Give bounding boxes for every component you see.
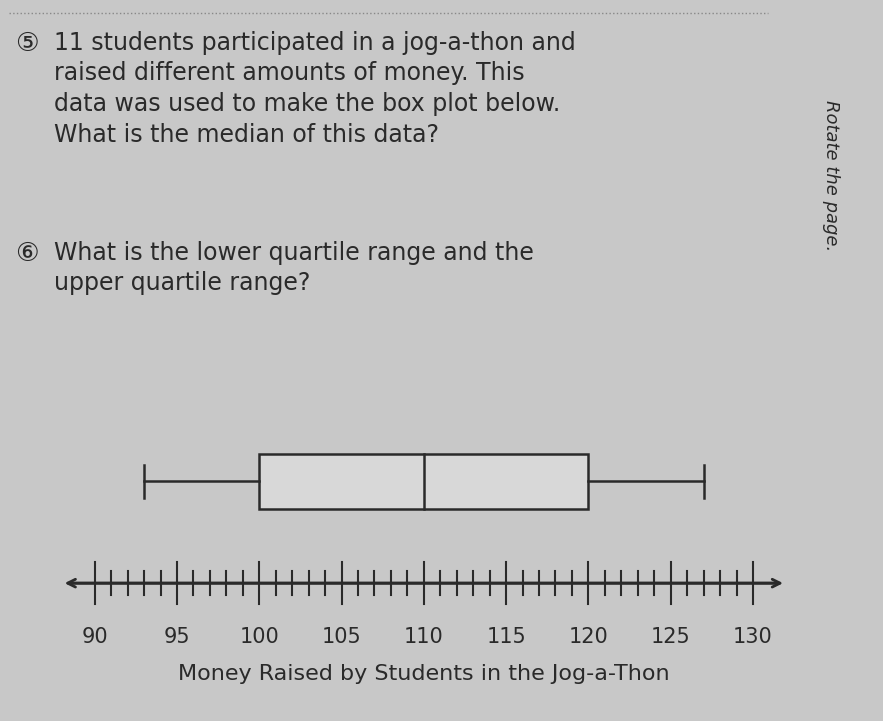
Text: 125: 125 xyxy=(651,627,691,647)
Text: 11 students participated in a jog-a-thon and
raised different amounts of money. : 11 students participated in a jog-a-thon… xyxy=(54,30,576,146)
Text: 100: 100 xyxy=(239,627,279,647)
Text: 110: 110 xyxy=(404,627,444,647)
Text: 90: 90 xyxy=(81,627,108,647)
Text: Rotate the page.: Rotate the page. xyxy=(822,100,841,252)
Text: 115: 115 xyxy=(487,627,526,647)
FancyBboxPatch shape xyxy=(260,454,588,509)
Text: 95: 95 xyxy=(163,627,191,647)
Text: ⑤: ⑤ xyxy=(15,30,39,56)
Text: 120: 120 xyxy=(569,627,608,647)
Text: What is the lower quartile range and the
upper quartile range?: What is the lower quartile range and the… xyxy=(54,241,533,295)
Text: 130: 130 xyxy=(733,627,773,647)
Text: 105: 105 xyxy=(321,627,361,647)
Text: ⑥: ⑥ xyxy=(15,241,39,267)
Text: Money Raised by Students in the Jog-a-Thon: Money Raised by Students in the Jog-a-Th… xyxy=(178,664,669,684)
